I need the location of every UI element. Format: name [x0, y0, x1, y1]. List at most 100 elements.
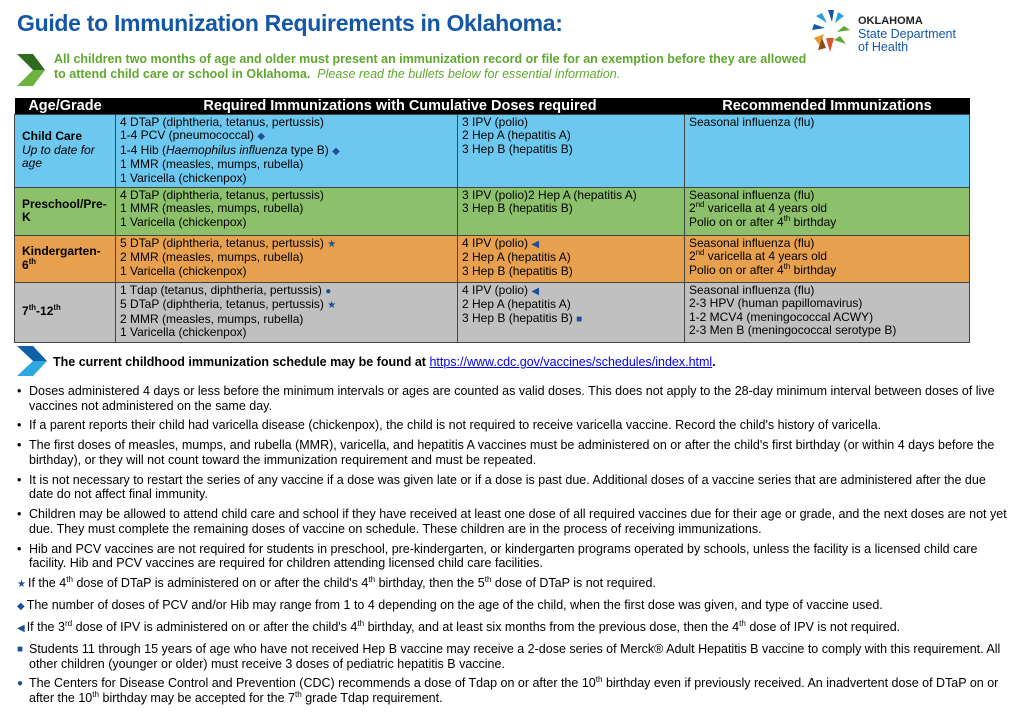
vaccine-line: 2nd varicella at 4 years old: [689, 200, 965, 216]
vaccine-line: 2 MMR (measles, mumps, rubella): [120, 311, 453, 326]
notes-list: • Doses administered 4 days or less befor…: [17, 384, 1007, 711]
age-grade-cell: 7th-12th: [14, 282, 116, 344]
bullet-icon: ●: [17, 678, 24, 690]
age-grade-cell: Preschool/Pre-K: [14, 187, 116, 237]
header-recommended: Recommended Immunizations: [684, 98, 970, 115]
bullet-icon: •: [17, 541, 22, 556]
vaccine-line: Polio on or after 4th birthday: [689, 214, 965, 229]
vaccine-line: Seasonal influenza (flu): [689, 188, 965, 203]
note-item: ★ If the 4th dose of DTaP is administered…: [17, 576, 1007, 593]
vaccine-line: Seasonal influenza (flu): [689, 283, 965, 297]
table-row: Preschool/Pre-K 4 DTaP (diphtheria, tetan…: [14, 187, 970, 237]
intro-italic-text: Please read the bullets below for essent…: [317, 67, 621, 81]
immunization-table: Age/Grade Required Immunizations with Cu…: [14, 98, 970, 344]
required-cell: 5 DTaP (diphtheria, tetanus, pertussis) …: [115, 235, 458, 284]
cdc-schedule-link[interactable]: https://www.cdc.gov/vaccines/schedules/i…: [429, 355, 713, 369]
text: It is not necessary to restart the serie…: [29, 472, 986, 502]
vaccine-line: 1 Tdap (tetanus, diphtheria, pertussis) …: [120, 283, 453, 298]
text: grade Tdap requirement.: [301, 691, 443, 706]
text: varicella at 4 years old: [704, 201, 828, 216]
footnote-symbol-icon: ◆: [332, 145, 340, 157]
bullet-icon: ◆: [17, 601, 25, 613]
text: The first doses of measles, mumps, and r…: [29, 438, 995, 467]
oklahoma-health-logo: OKLAHOMA State Department of Health: [810, 8, 980, 56]
note-item: ◀ If the 3rd dose of IPV is administered …: [17, 618, 1007, 637]
superscript: rd: [64, 618, 73, 628]
recommended-cell: Seasonal influenza (flu): [684, 113, 970, 189]
superscript: th: [66, 575, 73, 585]
bullet-icon: ★: [17, 579, 26, 591]
bullet-icon: •: [17, 472, 22, 487]
superscript: th: [368, 575, 376, 585]
superscript: th: [28, 256, 37, 266]
bullet-icon: •: [17, 418, 22, 433]
text: varicella at 4 years old: [704, 249, 828, 264]
text: 2 MMR (measles, mumps, rubella): [120, 311, 304, 326]
note-item: ● The Centers for Disease Control and Pre…: [17, 676, 1007, 705]
star-logo-icon: [812, 10, 850, 52]
text: Preschool/Pre-K: [22, 196, 107, 225]
table-row: 7th-12th 1 Tdap (tetanus, diphtheria, per…: [14, 282, 970, 344]
recommended-cell: Seasonal influenza (flu) 2nd varicella at…: [684, 187, 970, 237]
text: 1 Varicella (chickenpox): [120, 325, 247, 340]
text: birthday: [790, 214, 837, 229]
text: birthday may be accepted for the 7: [99, 691, 295, 706]
vaccine-line: 3 IPV (polio)2 Hep A (hepatitis A): [462, 188, 680, 202]
intro-text: All children two months of age and older…: [54, 52, 807, 81]
text: dose of DTaP is administered on or after…: [72, 576, 369, 591]
superscript: th: [484, 575, 492, 585]
vaccine-line: 1 MMR (measles, mumps, rubella): [120, 202, 453, 215]
text: Seasonal influenza (flu): [689, 188, 815, 203]
text: 2: [689, 201, 696, 216]
vaccine-line: 2-3 Men B (meningococcal serotype B): [689, 324, 965, 337]
vaccine-line: 2 MMR (measles, mumps, rubella): [120, 251, 453, 264]
text: Students 11 through 15 years of age who …: [29, 641, 1001, 671]
schedule-text: The current childhood immunization sched…: [53, 355, 430, 369]
bullet-icon: ◀: [17, 623, 25, 635]
vaccine-line: 1 Varicella (chickenpox): [120, 215, 453, 229]
note-item: • Children may be allowed to attend child…: [17, 507, 1007, 536]
text: 1 Varicella (chickenpox): [120, 170, 247, 185]
intro-notice: All children two months of age and older…: [17, 52, 817, 86]
note-item: • The first doses of measles, mumps, and …: [17, 438, 1007, 467]
text: dose of IPV is not required.: [745, 620, 901, 635]
superscript: th: [28, 303, 37, 313]
recommended-cell: Seasonal influenza (flu) 2nd varicella at…: [684, 235, 970, 284]
superscript: th: [595, 675, 603, 685]
vaccine-line: 1-2 MCV4 (meningococcal ACWY): [689, 310, 965, 324]
text: 3 Hep B (hepatitis B): [462, 141, 573, 156]
superscript: nd: [695, 200, 705, 210]
text: 2 Hep A (hepatitis A): [462, 250, 571, 265]
vaccine-line: 1-4 Hib (Haemophilus influenza type B) ◆: [120, 143, 453, 158]
footnote-symbol-icon: ◆: [257, 131, 266, 143]
vaccine-line: 2nd varicella at 4 years old: [689, 249, 965, 264]
logo-line-1: OKLAHOMA: [858, 15, 923, 27]
text: birthday, and at least six months from t…: [364, 620, 740, 635]
required-cell-2: 3 IPV (polio)2 Hep A (hepatitis A)3 Hep …: [457, 113, 685, 189]
text: birthday, then the 5: [375, 576, 485, 591]
text: The Centers for Disease Control and Prev…: [29, 676, 596, 691]
required-cell: 1 Tdap (tetanus, diphtheria, pertussis) …: [115, 282, 458, 344]
required-cell-2: 4 IPV (polio) ◀ 2 Hep A (hepatitis A) 3 He…: [457, 235, 685, 284]
logo-line-2: State Department: [858, 27, 956, 41]
recommended-cell: Seasonal influenza (flu) 2-3 HPV (human p…: [684, 282, 970, 344]
vaccine-line: Polio on or after 4th birthday: [689, 262, 965, 277]
vaccine-line: Seasonal influenza (flu): [689, 236, 965, 250]
text: 2 Hep A (hepatitis A): [462, 297, 571, 312]
text: 7: [22, 304, 29, 319]
text: dose of IPV is administered on or after …: [72, 620, 358, 635]
age-grade-cell: Kindergarten-6th: [14, 235, 116, 284]
vaccine-line: 3 Hep B (hepatitis B): [462, 264, 680, 278]
text: Doses administered 4 days or less before…: [29, 384, 995, 413]
table-row: Kindergarten-6th 5 DTaP (diphtheria, teta…: [14, 235, 970, 284]
vaccine-line: 5 DTaP (diphtheria, tetanus, pertussis) …: [120, 298, 453, 312]
text: The number of doses of PCV and/or Hib ma…: [26, 598, 883, 613]
vaccine-line: 1 Varicella (chickenpox): [120, 326, 453, 339]
text: 2-3 Men B (meningococcal serotype B): [689, 323, 897, 338]
required-cell: 4 DTaP (diphtheria, tetanus, pertussis) 1…: [115, 187, 458, 237]
note-item: • Hib and PCV vaccines are not required f…: [17, 542, 1007, 571]
vaccine-line: 2-3 HPV (human papillomavirus): [689, 297, 965, 310]
age-grade-cell: Child Care Up to date for age: [14, 113, 116, 189]
vaccine-line: 2 Hep A (hepatitis A): [462, 251, 680, 264]
text: 4 DTaP (diphtheria, tetanus, pertussis): [120, 115, 324, 129]
